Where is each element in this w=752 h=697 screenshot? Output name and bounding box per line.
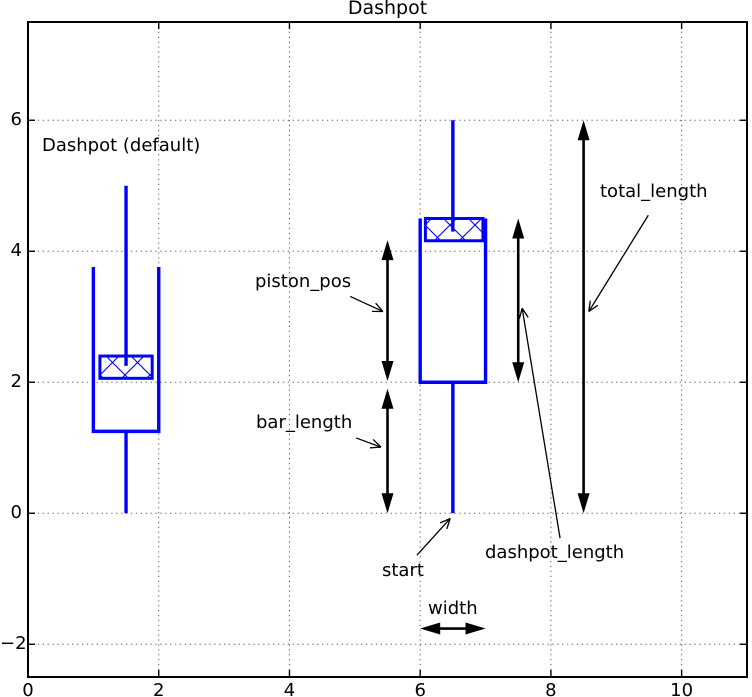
dimension-arrowhead-bar_length [381, 493, 394, 514]
annotation-start: start [382, 560, 424, 581]
dashpot-annotated-piston-plate [423, 217, 485, 243]
chart-title: Dashpot [347, 0, 428, 19]
y-tick-label-−2: −2 [0, 633, 27, 655]
dimension-arrowhead-piston_pos [381, 240, 394, 261]
dimension-arrowhead-piston_pos [381, 360, 394, 381]
axes-frame [27, 21, 748, 678]
x-tick-label-6: 6 [414, 680, 426, 697]
dimension-arrowhead-bar_length [381, 388, 394, 409]
annotation-bar-length: bar_length [256, 412, 353, 433]
bar_length-leader-barb [369, 446, 382, 449]
y-tick-label-4: 4 [10, 240, 22, 262]
start-leader-barb [439, 517, 451, 524]
caption-dashpot-default: Dashpot (default) [42, 135, 201, 156]
piston_pos-leader [349, 295, 384, 313]
dashpot_length-leader-barb [521, 307, 529, 318]
annotation-width: width [428, 598, 478, 619]
x-tick-label-8: 8 [545, 680, 557, 697]
x-tick-label-0: 0 [22, 680, 34, 697]
dashpot_length-leader [521, 308, 561, 539]
bar_length-leader-barb [372, 438, 382, 448]
dimension-arrowhead-width [420, 622, 441, 635]
y-tick-label-6: 6 [10, 109, 22, 131]
dashpot-shapes [91, 120, 488, 514]
annotation-dashpot-length: dashpot_length [485, 542, 625, 563]
annotation-total-length: total_length [600, 181, 708, 202]
dashpot-annotated-cylinder [418, 218, 488, 384]
annotation-piston-pos: piston_pos [255, 271, 352, 292]
total_length-leader [588, 214, 649, 312]
axes-spines [27, 21, 748, 678]
y-tick-label-2: 2 [10, 371, 22, 393]
dimension-arrowhead-dashpot_length [512, 362, 525, 383]
start-leader-barb [446, 518, 451, 530]
dimension-arrowhead-dashpot_length [512, 218, 525, 239]
x-tick-label-4: 4 [283, 680, 296, 697]
dashpot_length-leader-barb [518, 308, 523, 320]
dimension-arrowhead-total_length [577, 120, 590, 141]
bar_length-leader [355, 437, 382, 448]
x-tick-label-10: 10 [670, 680, 694, 697]
dimension-arrowhead-total_length [577, 493, 590, 514]
dashpot-default-piston-plate [98, 354, 154, 380]
piston_pos-leader-barb [375, 302, 384, 312]
total_length-leader-barb [588, 300, 591, 312]
annotation-arrows [349, 120, 649, 635]
x-tick-label-2: 2 [152, 680, 165, 697]
total_length-leader-barb [588, 304, 599, 313]
y-tick-label-0: 0 [10, 502, 22, 524]
dimension-arrowhead-width [465, 622, 486, 635]
start-leader [416, 518, 451, 556]
